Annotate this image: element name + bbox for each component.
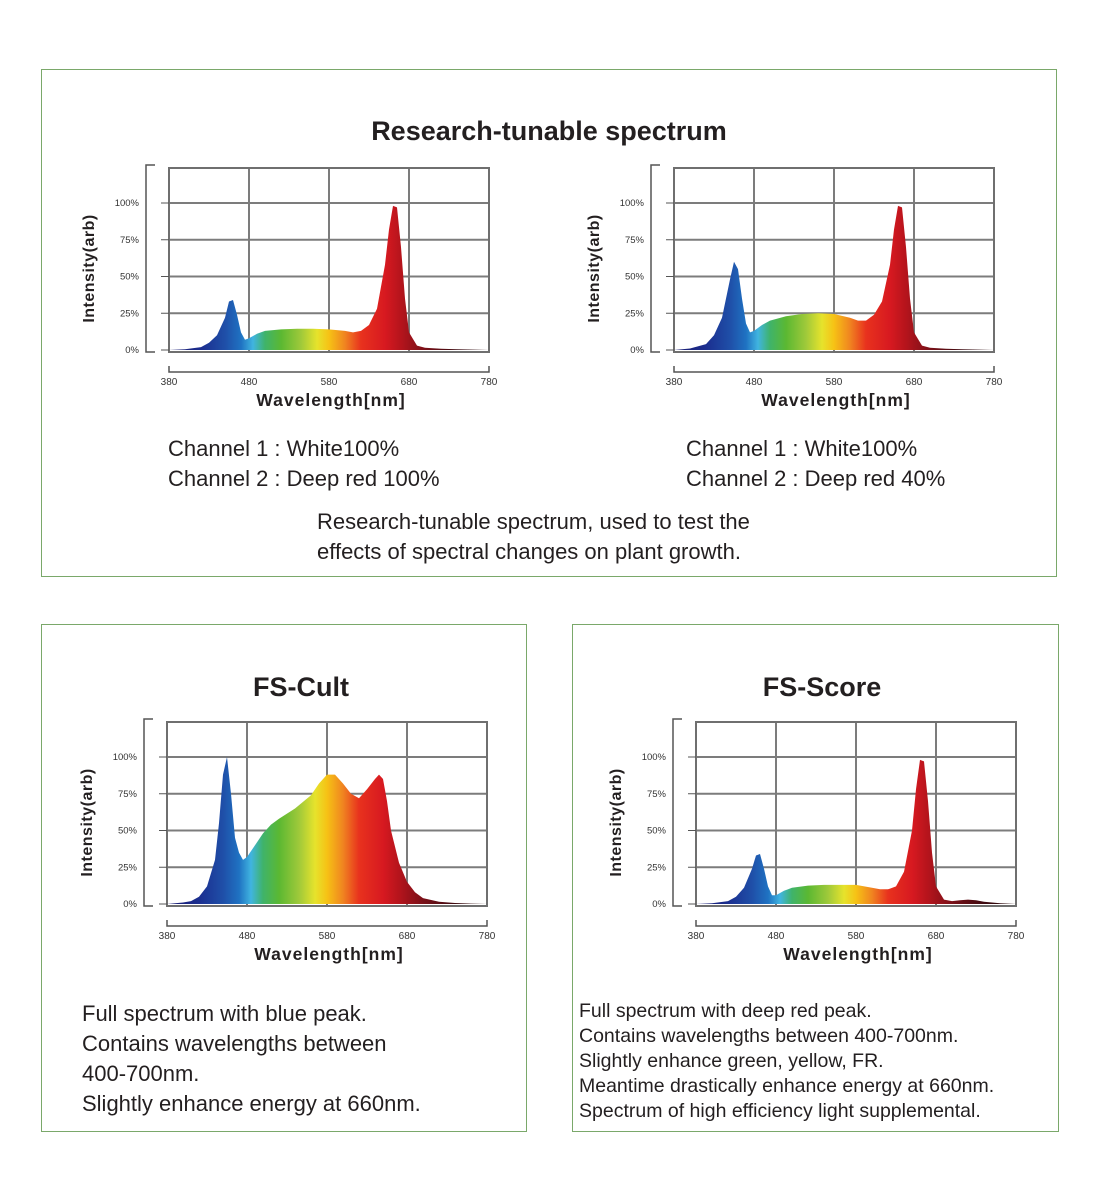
x-tick-label: 580 bbox=[319, 931, 336, 942]
fs-cult-description: Full spectrum with blue peak. Contains w… bbox=[82, 999, 421, 1119]
y-tick-label: 25% bbox=[647, 862, 667, 873]
x-tick-label: 380 bbox=[666, 377, 683, 388]
fs-cult-desc-line-2: Contains wavelengths between bbox=[82, 1031, 387, 1056]
fs-score-chart: 0% 25% 50% 75% 100% 380 480 580 680 780 Wavelength… bbox=[608, 718, 1025, 964]
fs-score-desc-line-3: Slightly enhance green, yellow, FR. bbox=[579, 1050, 884, 1072]
y-axis-line bbox=[650, 164, 660, 353]
x-tick-label: 580 bbox=[321, 377, 338, 388]
y-tick-label: 100% bbox=[620, 198, 645, 209]
y-tick-label: 50% bbox=[625, 272, 645, 283]
x-tick-label: 380 bbox=[159, 931, 176, 942]
y-tick-label: 25% bbox=[625, 308, 645, 319]
y-axis-line bbox=[145, 164, 155, 353]
left-channel-1: Channel 1 : White100% bbox=[168, 436, 400, 461]
y-axis-title: Intensity(arb) bbox=[81, 214, 98, 322]
research-chart-deep-red-100: 0% 25% 50% 75% 100% 380 480 580 680 780 Wavelength… bbox=[81, 164, 498, 410]
x-axis-line bbox=[168, 366, 490, 373]
x-tick-label: 680 bbox=[906, 377, 923, 388]
y-tick-label: 0% bbox=[123, 899, 137, 910]
x-tick-label: 780 bbox=[481, 377, 498, 388]
left-channel-2: Channel 2 : Deep red 100% bbox=[168, 466, 440, 491]
research-caption-line-2: effects of spectral changes on plant gro… bbox=[317, 539, 741, 564]
right-channel-settings: Channel 1 : White100% Channel 2 : Deep r… bbox=[686, 434, 945, 494]
fs-score-title: FS-Score bbox=[762, 672, 882, 702]
x-tick-label: 580 bbox=[848, 931, 865, 942]
fs-cult-chart: 0% 25% 50% 75% 100% 380 480 580 680 780 Wavelength… bbox=[79, 718, 496, 964]
x-tick-label: 680 bbox=[399, 931, 416, 942]
x-axis-title: Wavelength[nm] bbox=[783, 944, 932, 964]
y-axis-line bbox=[672, 718, 682, 907]
x-axis-title: Wavelength[nm] bbox=[254, 944, 403, 964]
research-caption-line-1: Research-tunable spectrum, used to test … bbox=[317, 509, 750, 534]
x-tick-label: 380 bbox=[688, 931, 705, 942]
plot-border bbox=[673, 167, 995, 353]
x-tick-label: 480 bbox=[241, 377, 258, 388]
fs-score-panel bbox=[572, 624, 1059, 1132]
y-tick-label: 50% bbox=[120, 272, 140, 283]
research-chart-deep-red-40: 0% 25% 50% 75% 100% 380 480 580 680 780 Wavelength… bbox=[586, 164, 1003, 410]
fs-score-description: Full spectrum with deep red peak. Contai… bbox=[579, 999, 994, 1124]
fs-score-desc-line-2: Contains wavelengths between 400-700nm. bbox=[579, 1025, 959, 1047]
y-tick-label: 0% bbox=[125, 345, 139, 356]
fs-cult-desc-line-4: Slightly enhance energy at 660nm. bbox=[82, 1091, 421, 1116]
x-axis-line bbox=[166, 920, 488, 927]
x-tick-label: 780 bbox=[1008, 931, 1025, 942]
spectrum-area bbox=[674, 205, 994, 350]
x-tick-label: 680 bbox=[401, 377, 418, 388]
x-axis-title: Wavelength[nm] bbox=[256, 390, 405, 410]
y-tick-label: 75% bbox=[625, 235, 645, 246]
x-tick-label: 380 bbox=[161, 377, 178, 388]
y-axis-line bbox=[143, 718, 153, 907]
fs-score-desc-line-4: Meantime drastically enhance energy at 6… bbox=[579, 1075, 995, 1097]
research-panel bbox=[41, 69, 1057, 577]
y-tick-label: 25% bbox=[120, 308, 140, 319]
x-axis-line bbox=[673, 366, 995, 373]
x-tick-label: 480 bbox=[239, 931, 256, 942]
research-title: Research-tunable spectrum bbox=[371, 116, 727, 146]
y-tick-label: 50% bbox=[118, 826, 138, 837]
y-tick-label: 50% bbox=[647, 826, 667, 837]
x-axis-line bbox=[695, 920, 1017, 927]
y-tick-label: 75% bbox=[118, 789, 138, 800]
right-channel-2: Channel 2 : Deep red 40% bbox=[686, 466, 946, 491]
y-tick-label: 100% bbox=[642, 752, 667, 763]
x-tick-label: 480 bbox=[768, 931, 785, 942]
x-tick-label: 680 bbox=[928, 931, 945, 942]
fs-cult-panel bbox=[41, 624, 527, 1132]
x-tick-label: 480 bbox=[746, 377, 763, 388]
y-axis-title: Intensity(arb) bbox=[586, 214, 603, 322]
y-tick-label: 75% bbox=[647, 789, 667, 800]
fs-cult-desc-line-1: Full spectrum with blue peak. bbox=[82, 1001, 367, 1026]
y-tick-label: 0% bbox=[630, 345, 644, 356]
y-tick-label: 0% bbox=[652, 899, 666, 910]
x-tick-label: 580 bbox=[826, 377, 843, 388]
x-axis-title: Wavelength[nm] bbox=[761, 390, 910, 410]
plot-border bbox=[168, 167, 490, 353]
research-caption: Research-tunable spectrum, used to test … bbox=[317, 507, 750, 567]
right-channel-1: Channel 1 : White100% bbox=[686, 436, 918, 461]
fs-score-desc-line-5: Spectrum of high efficiency light supple… bbox=[579, 1100, 981, 1122]
y-axis-title: Intensity(arb) bbox=[608, 768, 625, 876]
x-tick-label: 780 bbox=[986, 377, 1003, 388]
spectrum-area bbox=[167, 757, 487, 904]
y-tick-label: 75% bbox=[120, 235, 140, 246]
plot-border bbox=[695, 721, 1017, 907]
y-tick-label: 25% bbox=[118, 862, 138, 873]
fs-score-desc-line-1: Full spectrum with deep red peak. bbox=[579, 1000, 872, 1022]
y-tick-label: 100% bbox=[115, 198, 140, 209]
left-channel-settings: Channel 1 : White100% Channel 2 : Deep r… bbox=[168, 434, 440, 494]
plot-border bbox=[166, 721, 488, 907]
y-tick-label: 100% bbox=[113, 752, 138, 763]
y-axis-title: Intensity(arb) bbox=[79, 768, 96, 876]
fs-cult-title: FS-Cult bbox=[253, 672, 349, 702]
x-tick-label: 780 bbox=[479, 931, 496, 942]
fs-cult-desc-line-3: 400-700nm. bbox=[82, 1061, 200, 1086]
